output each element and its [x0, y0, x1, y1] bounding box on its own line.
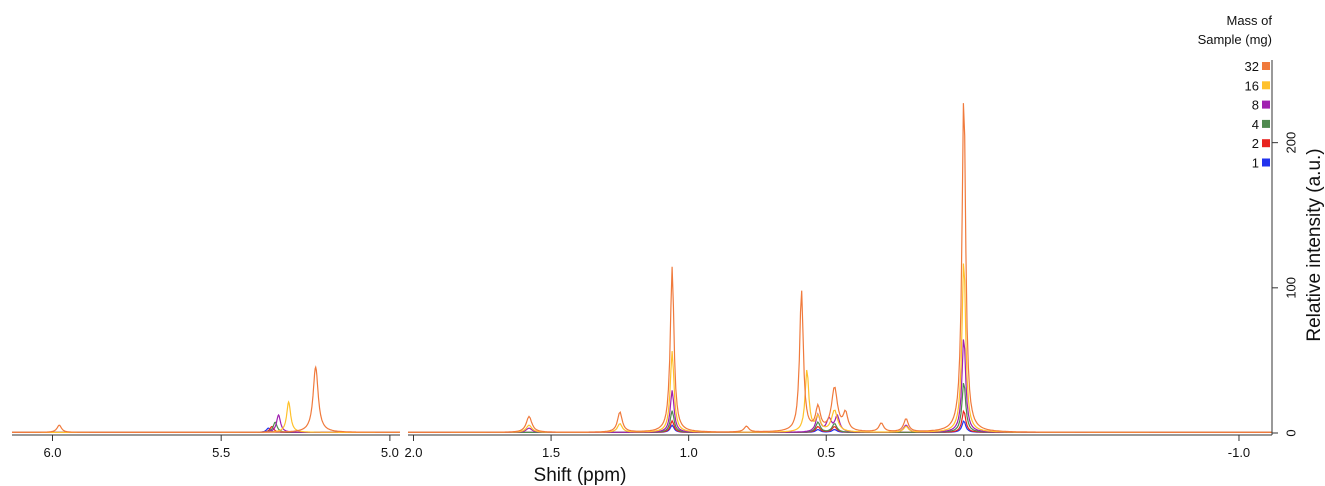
legend-title: Sample (mg) — [1198, 32, 1272, 47]
series-line-32mg-panel1 — [12, 365, 400, 433]
x-tick-label: 5.5 — [212, 445, 230, 460]
legend-label-4mg: 4 — [1252, 117, 1259, 132]
panel-left-5-6ppm — [12, 365, 400, 433]
x-tick-label: 6.0 — [43, 445, 61, 460]
legend-label-32mg: 32 — [1245, 59, 1259, 74]
series-line-16mg-panel1 — [12, 400, 400, 433]
y-tick-label: 100 — [1283, 277, 1298, 299]
legend-label-8mg: 8 — [1252, 98, 1259, 113]
x-tick-label: 5.0 — [381, 445, 399, 460]
legend-label-16mg: 16 — [1245, 78, 1259, 93]
series-line-4mg-panel1 — [12, 421, 400, 433]
legend-label-1mg: 1 — [1252, 156, 1259, 171]
legend-swatch-8mg — [1262, 100, 1270, 109]
series-line-32mg-panel2 — [408, 103, 1272, 433]
y-tick-group: 0 100 200 — [1272, 132, 1298, 437]
x-tick-label: 1.0 — [680, 445, 698, 460]
panel-right-minus1-2ppm — [408, 103, 1272, 433]
x-tick-label: -1.0 — [1228, 445, 1250, 460]
legend-swatch-16mg — [1262, 81, 1270, 90]
y-axis-title: Relative intensity (a.u.) — [1304, 148, 1325, 341]
series-line-16mg-panel2 — [408, 263, 1272, 433]
y-tick-label: 200 — [1283, 132, 1298, 154]
x-tick-label: 1.5 — [542, 445, 560, 460]
x-tick-label: 0.5 — [817, 445, 835, 460]
x-axis-title: Shift (ppm) — [534, 465, 627, 486]
legend-swatch-1mg — [1262, 158, 1270, 167]
legend-title: Mass of — [1226, 13, 1272, 28]
series-line-8mg-panel1 — [12, 413, 400, 433]
legend-swatch-32mg — [1262, 62, 1270, 70]
legend-swatch-4mg — [1262, 119, 1270, 128]
x-tick-group: 6.0 5.5 5.0 2.0 1.5 1.0 0.5 0.0 -1.0 — [43, 435, 1250, 460]
legend: Mass of Sample (mg) 32 16 8 4 2 1 — [1198, 13, 1273, 171]
x-tick-label: 2.0 — [404, 445, 422, 460]
legend-label-2mg: 2 — [1252, 136, 1259, 151]
legend-swatch-2mg — [1262, 139, 1270, 148]
y-tick-label: 0 — [1283, 429, 1298, 436]
series-line-8mg-panel2 — [408, 339, 1272, 433]
x-tick-label: 0.0 — [955, 445, 973, 460]
